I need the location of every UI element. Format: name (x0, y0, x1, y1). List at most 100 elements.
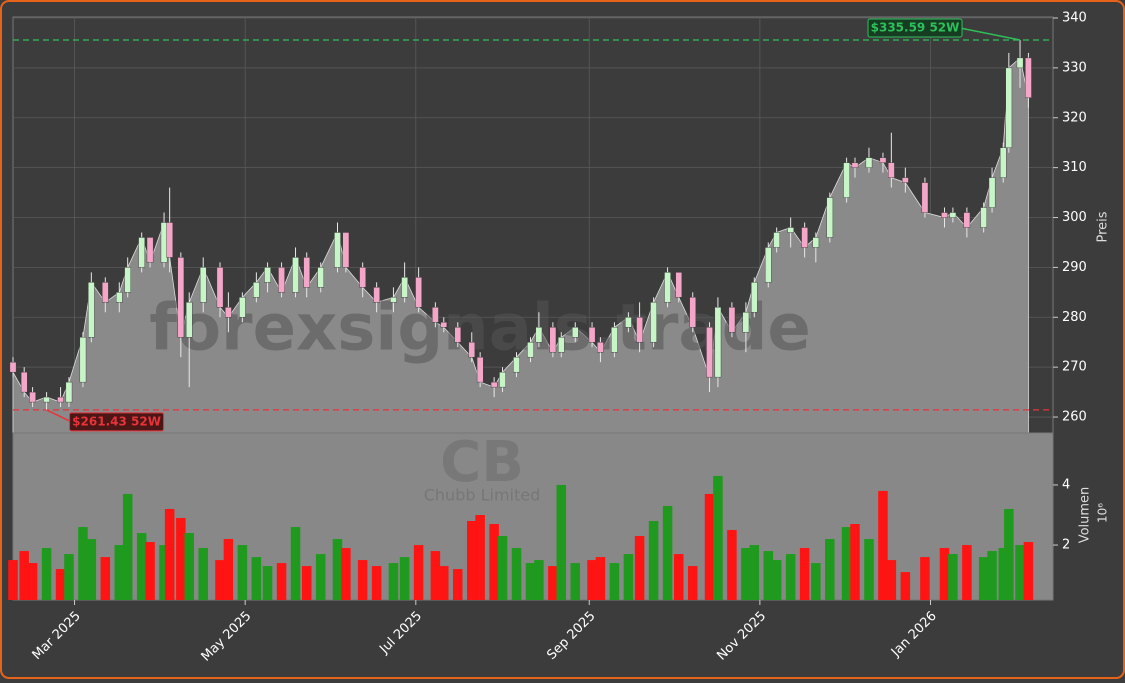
candle-body (102, 282, 109, 303)
candle-body (160, 222, 168, 263)
candle-body (9, 361, 17, 373)
candle-body (177, 257, 185, 338)
volume-bar (332, 539, 343, 600)
volume-bar (1023, 542, 1034, 600)
volume-bar (841, 527, 852, 600)
volume-bar (439, 566, 449, 600)
volume-bar (962, 545, 972, 600)
volume-bar (399, 557, 410, 600)
candle-body (988, 177, 996, 208)
candle-body (225, 307, 232, 318)
volume-bar (453, 569, 463, 600)
candle-body (636, 317, 643, 343)
volume-panel (8, 432, 1054, 601)
candle-body (29, 391, 36, 403)
volume-bar (159, 545, 169, 600)
candle-body (317, 267, 324, 288)
volume-bar (215, 560, 225, 600)
volume-bar (825, 539, 835, 600)
candle-body (571, 327, 579, 338)
annotation-box (69, 412, 165, 432)
volume-bar (176, 518, 186, 600)
candle-body (303, 257, 310, 288)
volume-bar (1004, 508, 1014, 600)
candle-body (751, 282, 758, 313)
volume-bar (998, 548, 1008, 600)
volume-bar (763, 551, 774, 600)
candle-body (43, 396, 50, 403)
candle-body (941, 212, 948, 218)
volume-bar (556, 484, 567, 600)
volume-bar (525, 563, 536, 600)
price-panel (12, 16, 1054, 434)
annotation-label: $261.43 52W (72, 414, 161, 428)
candle-body (625, 317, 632, 328)
candle-body (812, 237, 820, 248)
volume-bar (609, 563, 620, 600)
candle-body (401, 277, 408, 298)
candle-body (1025, 57, 1032, 99)
candle-body (390, 297, 397, 303)
volume-bar (184, 533, 194, 600)
volume-bar (86, 539, 97, 600)
volume-bar (648, 521, 659, 600)
volume-bar (850, 524, 860, 600)
volume-bar (388, 563, 399, 600)
watermark-symbol: CB (440, 430, 524, 495)
volume-bar (785, 554, 796, 600)
candle-body (787, 227, 794, 233)
watermark-company: Chubb Limited (424, 486, 541, 505)
candle-body (264, 267, 271, 283)
y-tick-label: 340 (1062, 10, 1087, 25)
volume-bar (371, 566, 382, 600)
y-tick-label: 290 (1062, 260, 1087, 275)
volume-bar (623, 554, 634, 600)
volume-bar (41, 548, 52, 600)
volume-bar (357, 560, 368, 600)
candle-body (373, 287, 380, 303)
candle-body (963, 212, 971, 228)
volume-bar (704, 493, 715, 600)
volume-bar (811, 563, 821, 600)
volume-bar (634, 536, 645, 600)
volume-bar (315, 554, 326, 600)
volume-bar (864, 539, 874, 600)
volume-bar (164, 508, 175, 600)
candle-body (292, 257, 299, 293)
candle-body (549, 327, 557, 353)
candle-body (57, 396, 64, 403)
candle-body (675, 272, 683, 298)
candle-body (239, 297, 246, 318)
candle-body (359, 267, 366, 288)
volume-bar (198, 548, 208, 600)
annotation-arrow (46, 409, 72, 423)
candle-body (865, 157, 873, 168)
volume-bar (978, 557, 989, 600)
volume-bar (276, 563, 287, 600)
candle-body (415, 277, 422, 308)
volume-bar (771, 560, 782, 600)
volume-bar (987, 551, 997, 600)
candle-body (801, 227, 808, 248)
candle-body (921, 182, 929, 213)
candle-body (851, 162, 859, 168)
volume-bar (1015, 545, 1025, 600)
y-axis-label: Preis (1096, 211, 1111, 242)
candle-body (454, 327, 462, 343)
volume-bar (900, 572, 911, 600)
volume-bar (749, 545, 760, 600)
candle-body (843, 162, 850, 198)
candle-body (253, 282, 260, 298)
volume-bar (290, 527, 301, 600)
y-tick-label: 320 (1062, 110, 1087, 125)
candle-body (146, 237, 154, 263)
y2-tick-label: 2 (1062, 538, 1070, 553)
volume-bar (55, 569, 66, 600)
volume-bar (64, 554, 74, 600)
candle-body (826, 197, 834, 238)
candle-body (88, 282, 95, 338)
candle-body (468, 342, 476, 358)
candle-body (124, 267, 131, 293)
volume-bar (223, 539, 234, 600)
volume-bar (114, 545, 125, 600)
